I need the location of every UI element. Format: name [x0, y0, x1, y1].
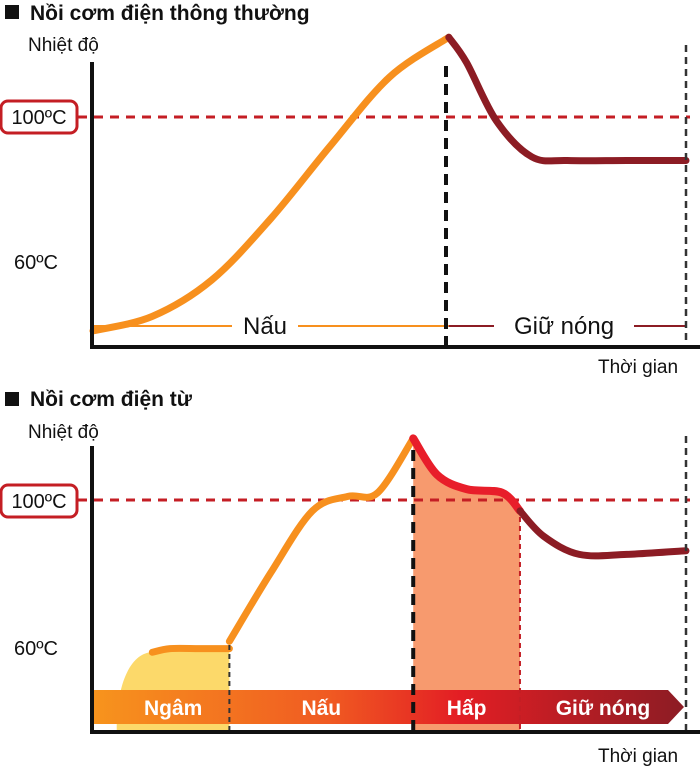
chart-1-xlabel: Thời gian — [598, 357, 678, 378]
chart-2-series-heating-line — [225, 434, 417, 645]
chart-2-phase-band-label-0: Ngâm — [144, 697, 202, 720]
chart-1-title: Nồi cơm điện thông thường — [30, 2, 310, 25]
chart-2-xlabel: Thời gian — [598, 746, 678, 767]
chart-2-series — [148, 434, 690, 656]
chart-1-series — [89, 33, 690, 335]
chart-2-series-soak-line — [148, 644, 233, 656]
chart-1-ref-label: 100ºC — [11, 107, 66, 129]
chart-2-fills — [116, 438, 520, 730]
chart-1-ref-label-box — [0, 99, 79, 135]
chart-1-phase-label-bg-0 — [232, 310, 298, 340]
chart-1-phase-label-bg-1 — [494, 310, 634, 340]
chart-2: Nồi cơm điện từ Nhiệt độ 100ºC 60ºC Ngâm… — [0, 388, 700, 767]
chart-2-phase-band-label-1: Nấu — [301, 697, 341, 720]
chart-2-phase-band-labels: Ngâm Nấu Hấp Giữ nóng — [144, 697, 650, 720]
chart-2-series-keep-warm-line — [516, 507, 690, 560]
chart-2-dividers — [228, 450, 521, 732]
chart-2-ylabel: Nhiệt độ — [28, 422, 99, 443]
title-square-2 — [5, 392, 19, 406]
chart-1-phase-label-0: Nấu — [243, 313, 287, 340]
chart-2-phase-band-label-2: Hấp — [447, 697, 487, 720]
chart-2-title: Nồi cơm điện từ — [30, 388, 193, 411]
chart-1: Nồi cơm điện thông thường Nhiệt độ 100ºC… — [0, 2, 700, 378]
chart-1-ylabel: Nhiệt độ — [28, 35, 99, 56]
chart-2-phase-band — [93, 690, 684, 724]
chart-2-tick-60: 60ºC — [14, 638, 58, 660]
chart-1-series-keep-warm-line — [445, 33, 690, 165]
chart-2-ref-label: 100ºC — [11, 491, 66, 513]
chart-2-phase-band-label-3: Giữ nóng — [556, 697, 651, 720]
chart-1-phase-label-1: Giữ nóng — [514, 313, 614, 340]
chart-2-steam-fill — [413, 438, 520, 730]
chart-2-ref-label-box — [0, 483, 79, 519]
title-square-1 — [5, 5, 19, 19]
chart-2-series-steam-line — [409, 434, 524, 515]
chart-1-tick-60: 60ºC — [14, 252, 58, 274]
chart-1-series-heating-line — [89, 33, 453, 335]
